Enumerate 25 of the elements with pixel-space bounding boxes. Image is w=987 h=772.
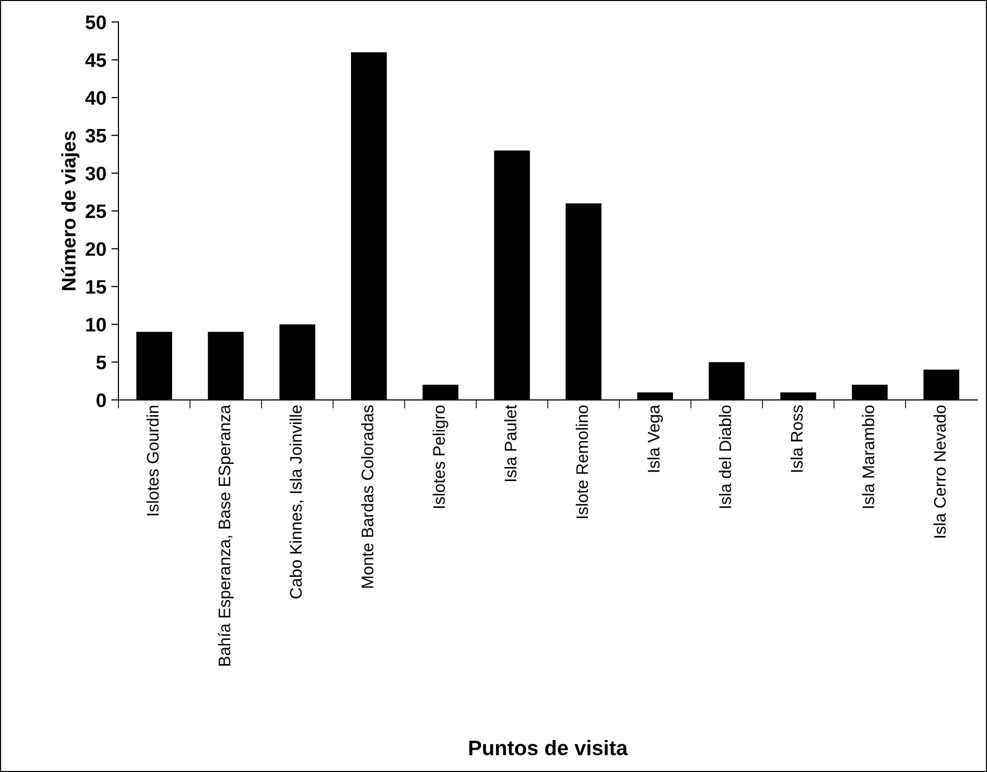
- x-tick-label: Isla Marambio: [862, 405, 874, 508]
- y-tick-label: 35: [85, 128, 106, 143]
- y-tick-label: 45: [85, 53, 106, 68]
- x-tick-label: Monte Bardas Coloradas: [361, 405, 374, 588]
- y-tick-label: 10: [86, 318, 106, 332]
- x-tick-label: Isla Vega: [647, 404, 663, 472]
- x-tick-label: Isla Cerro Nevado: [934, 405, 946, 538]
- y-tick-label: 40: [85, 91, 106, 105]
- y-tick-label: 5: [96, 356, 106, 370]
- x-tick-label: Isla Ross: [790, 405, 803, 472]
- x-axis-title: Puntos de visita: [469, 740, 628, 756]
- y-tick-label: 15: [86, 280, 106, 294]
- x-tick-label: Islotes Gourdin: [146, 406, 159, 516]
- x-tick-label: Bahía Esperanza, Base ESperanza: [218, 404, 234, 666]
- x-tick-label: Isla del Diablo: [718, 405, 732, 508]
- x-tick-label: Isla Paulet: [504, 404, 516, 482]
- x-tick-label: Cabo Kinnes, Isla Joinville: [290, 405, 304, 598]
- y-tick-label: 25: [86, 204, 106, 218]
- y-tick-label: 20: [86, 242, 106, 256]
- y-tick-label: 0: [96, 393, 106, 408]
- y-tick-label: 30: [85, 166, 106, 180]
- x-tick-label: Islote Remolino: [576, 405, 588, 518]
- y-axis-title: Número de viajes: [61, 131, 80, 290]
- x-tick-label: Islotes Peligro: [432, 405, 448, 508]
- y-tick-label: 50: [86, 15, 106, 30]
